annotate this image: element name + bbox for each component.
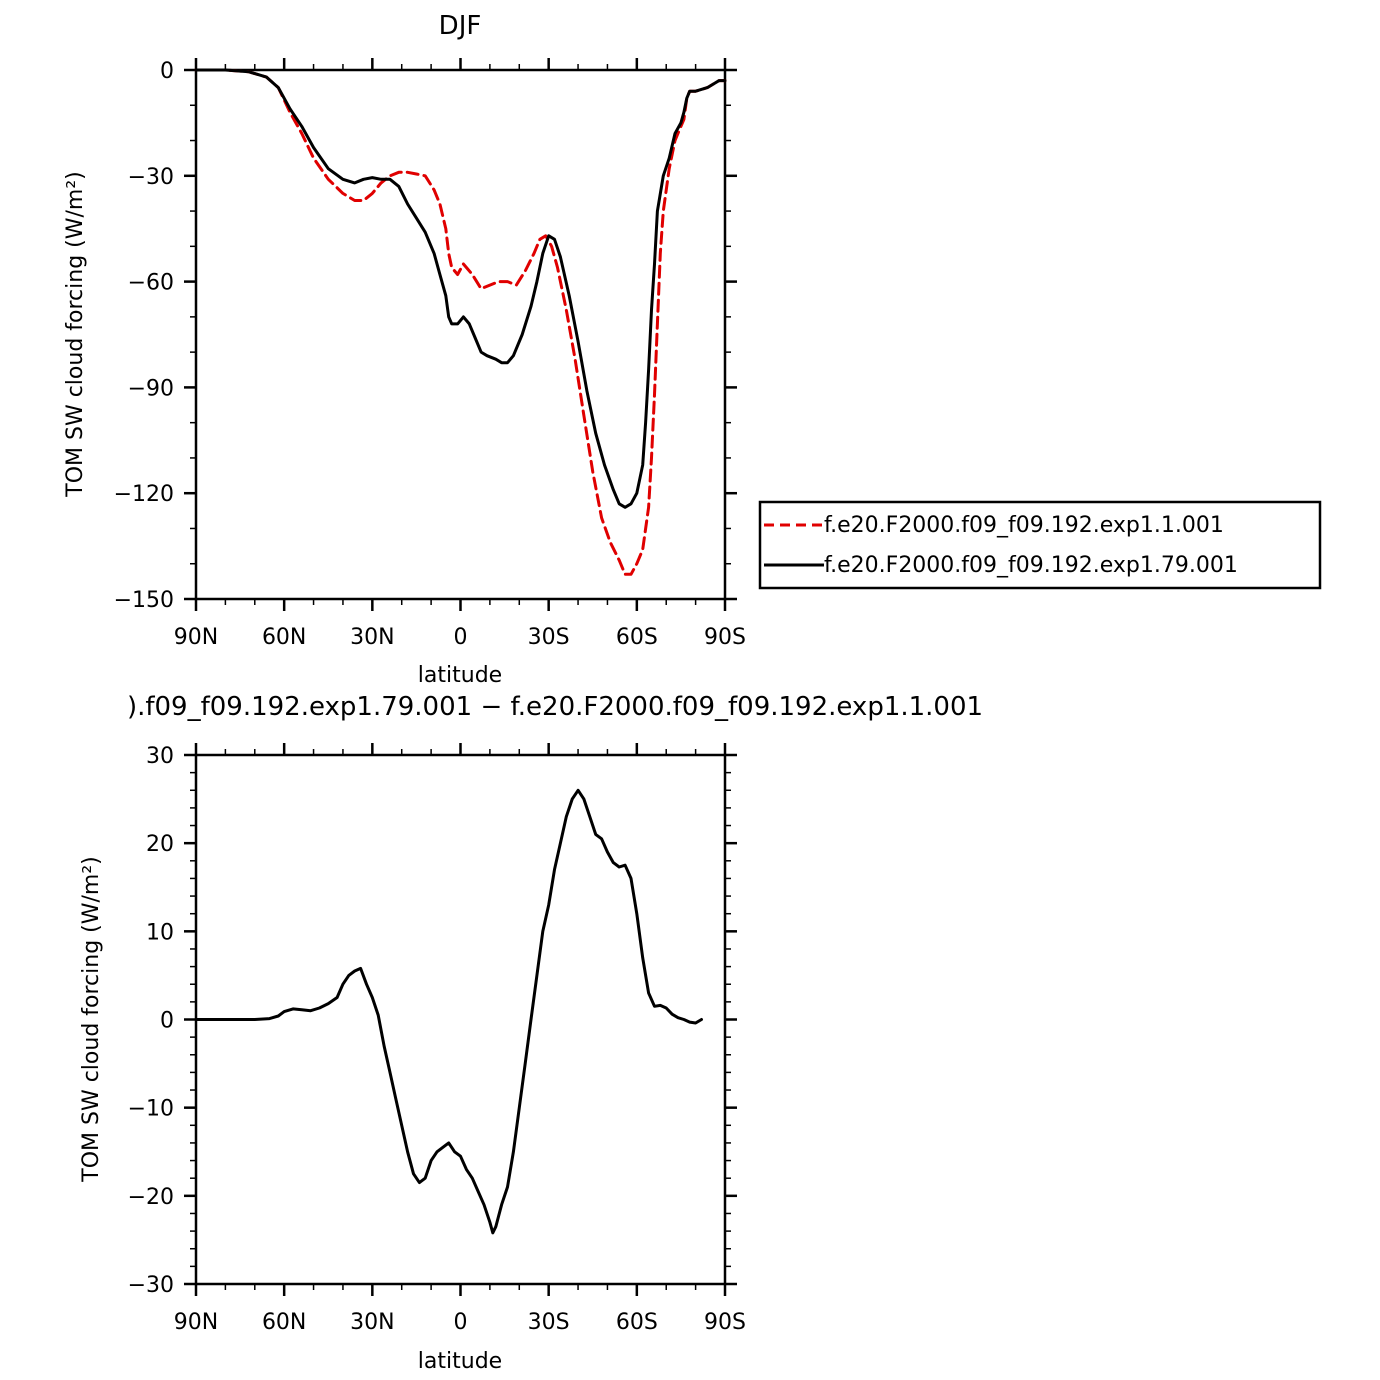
legend-label-series-2: f.e20.F2000.f09_f09.192.exp1.79.001 bbox=[824, 553, 1238, 578]
bottom-x-tick-label: 60S bbox=[616, 1310, 658, 1335]
top-y-tick-label: −90 bbox=[128, 376, 174, 401]
top-x-tick-label: 60N bbox=[262, 625, 306, 650]
bottom-x-tick-label: 30N bbox=[350, 1310, 394, 1335]
bottom-plot-frame bbox=[194, 753, 727, 1286]
top-y-tick-label: −120 bbox=[114, 482, 174, 507]
bottom-x-tick-label: 90N bbox=[174, 1310, 218, 1335]
top-x-tick-label: 90S bbox=[704, 625, 746, 650]
bottom-x-tick-label: 0 bbox=[454, 1310, 468, 1335]
top-x-tick-labels: 90N 60N 30N 0 30S 60S 90S bbox=[174, 625, 746, 650]
bottom-y-tick-label: −10 bbox=[128, 1097, 174, 1122]
top-y-tick-label: −150 bbox=[114, 588, 174, 613]
bottom-y-tick-label: 20 bbox=[146, 832, 174, 857]
bottom-x-axis-label: latitude bbox=[418, 1349, 502, 1374]
bottom-y-tick-label: 10 bbox=[146, 920, 174, 945]
top-series-line-2 bbox=[194, 68, 727, 509]
bottom-x-tick-label: 60N bbox=[262, 1310, 306, 1335]
top-plot-area bbox=[184, 58, 737, 611]
top-series-line-1 bbox=[194, 68, 727, 576]
legend-label-series-1: f.e20.F2000.f09_f09.192.exp1.1.001 bbox=[824, 513, 1224, 538]
bottom-y-tick-label: 0 bbox=[160, 1009, 174, 1034]
top-plot-frame bbox=[194, 68, 727, 601]
top-y-tick-label: 0 bbox=[160, 59, 174, 84]
top-chart-title: DJF bbox=[439, 11, 482, 41]
bottom-x-tick-labels: 90N 60N 30N 0 30S 60S 90S bbox=[174, 1310, 746, 1335]
top-x-tick-label: 60S bbox=[616, 625, 658, 650]
bottom-plot-area bbox=[184, 743, 737, 1296]
legend: f.e20.F2000.f09_f09.192.exp1.1.001 f.e20… bbox=[758, 500, 1322, 590]
top-x-tick-label: 90N bbox=[174, 625, 218, 650]
bottom-chart-title: ).f09_f09.192.exp1.79.001 − f.e20.F2000.… bbox=[127, 692, 983, 722]
bottom-x-tick-label: 90S bbox=[704, 1310, 746, 1335]
bottom-y-tick-label: −20 bbox=[128, 1185, 174, 1210]
top-y-tick-label: −30 bbox=[128, 165, 174, 190]
bottom-x-tick-label: 30S bbox=[528, 1310, 570, 1335]
top-x-tick-label: 30S bbox=[528, 625, 570, 650]
bottom-y-tick-labels: 30 20 10 0 −10 −20 −30 bbox=[128, 744, 174, 1298]
top-panel: DJF 90N 60N 30N 0 30S 60S 90S 0 −30 −60 −90 −120 −1… bbox=[63, 11, 746, 688]
legend-box bbox=[758, 500, 1322, 590]
bottom-y-axis-label: TOM SW cloud forcing (W/m²) bbox=[79, 856, 104, 1182]
bottom-y-tick-label: −30 bbox=[128, 1273, 174, 1298]
top-x-tick-label: 30N bbox=[350, 625, 394, 650]
top-y-axis-label: TOM SW cloud forcing (W/m²) bbox=[63, 171, 88, 497]
bottom-panel: ).f09_f09.192.exp1.79.001 − f.e20.F2000.… bbox=[79, 692, 983, 1374]
top-x-tick-label: 0 bbox=[454, 625, 468, 650]
top-y-tick-label: −60 bbox=[128, 271, 174, 296]
bottom-series-line-1 bbox=[194, 788, 703, 1235]
top-x-axis-label: latitude bbox=[418, 663, 502, 688]
bottom-y-tick-label: 30 bbox=[146, 744, 174, 769]
top-y-tick-labels: 0 −30 −60 −90 −120 −150 bbox=[114, 59, 174, 613]
